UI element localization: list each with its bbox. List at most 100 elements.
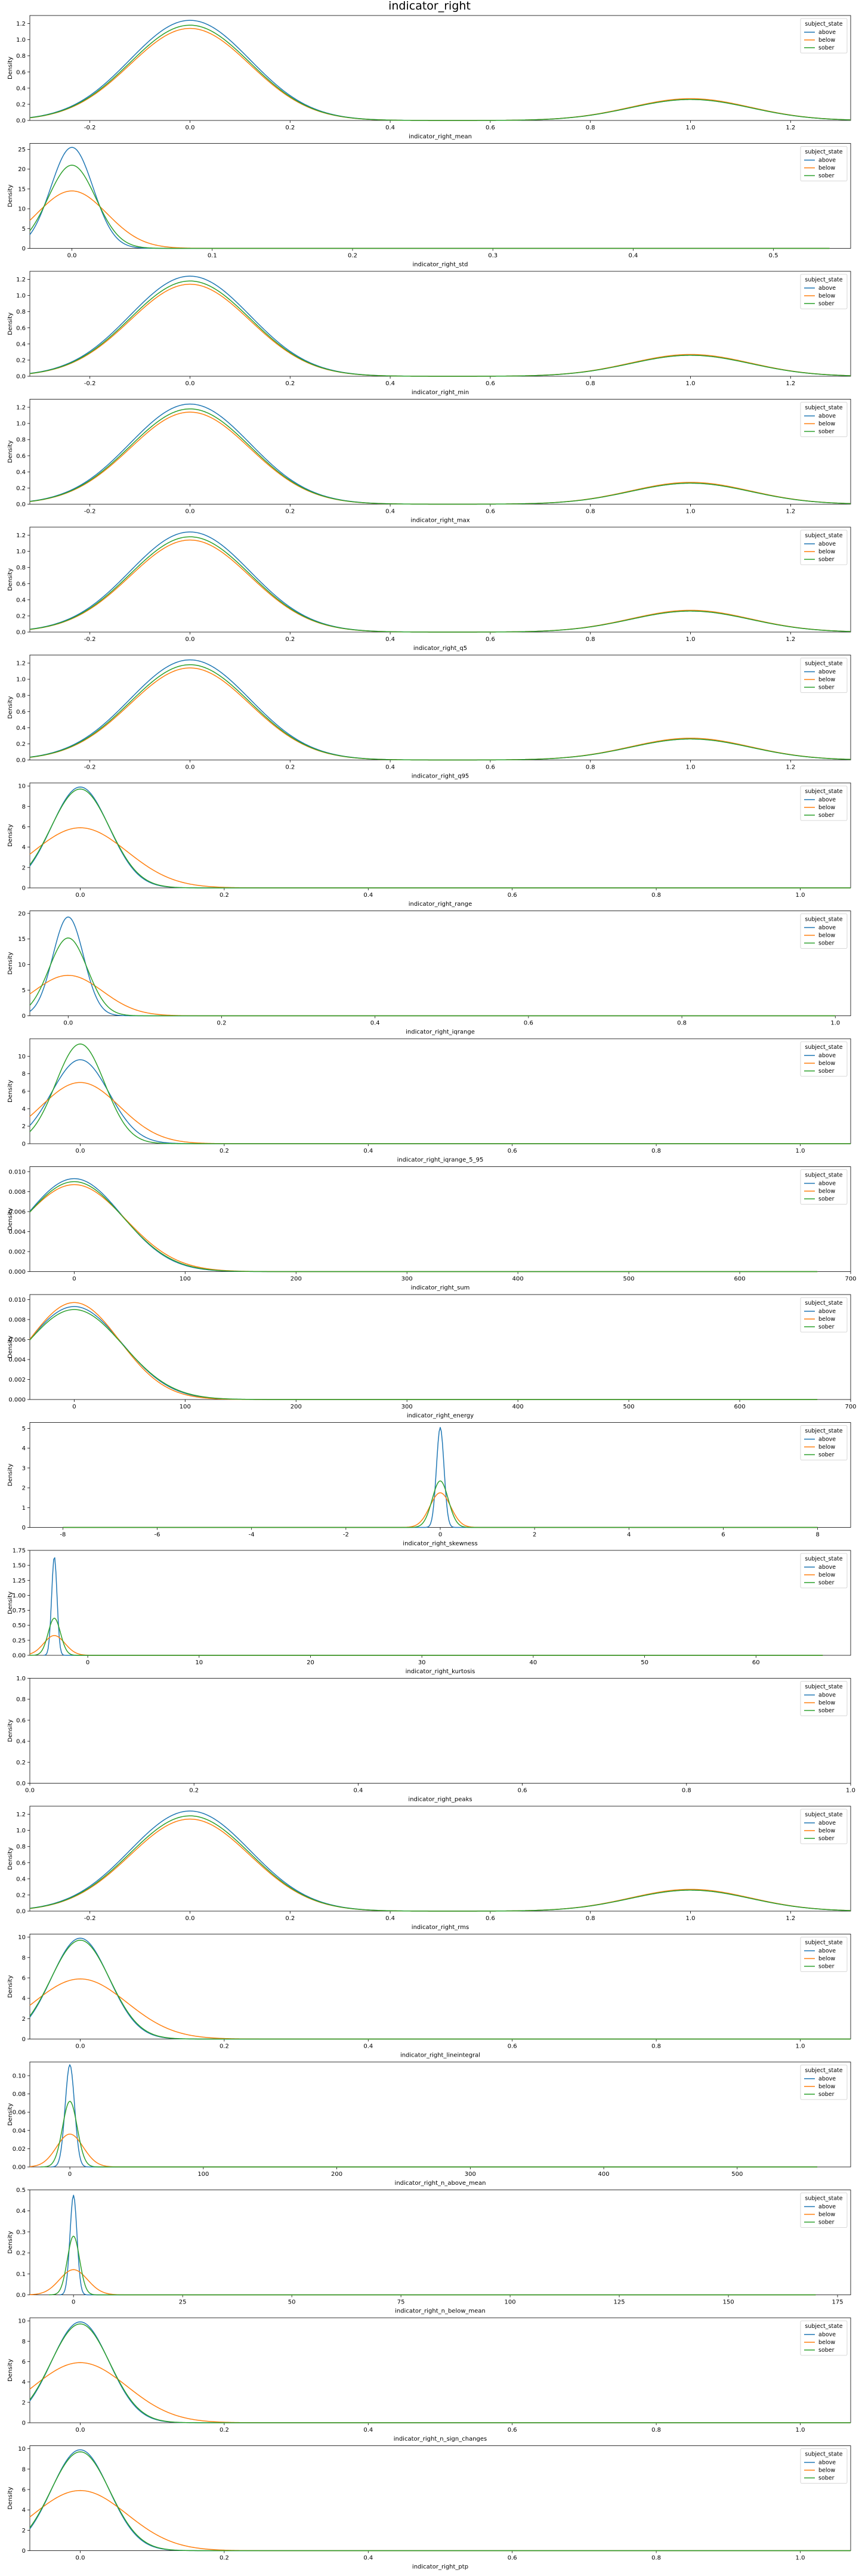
x-tick-label: 0.2: [285, 1915, 295, 1922]
x-tick-label: 0.2: [285, 764, 295, 771]
legend-entry-above: above: [818, 1692, 836, 1699]
legend-title: subject_state: [805, 1172, 842, 1179]
series-line-sober: [29, 2451, 851, 2552]
legend-entry-sober: sober: [818, 1835, 835, 1842]
y-tick-label: 1.0: [16, 1676, 26, 1682]
x-tick-label: 30: [418, 1659, 426, 1666]
y-axis-label: Density: [7, 2359, 14, 2382]
x-tick-label: 0.8: [586, 764, 595, 771]
series-line-sober: [29, 1815, 851, 1912]
x-tick-label: 0.2: [220, 892, 229, 899]
y-tick-label: 2: [22, 2399, 26, 2406]
subplot: -0.2 0.0 0.2 0.4 0.6 0.8 1.0 1.2 0.0 0.2 0.4 0.6 0.8…: [7, 399, 851, 524]
legend-box: [800, 1041, 848, 1077]
y-axis-label: Density: [7, 1592, 14, 1614]
subplot: 0.0 0.2 0.4 0.6 0.8 1.0 0 2 4 6 8 10 indicator_right…: [7, 1934, 851, 2059]
subplot: 0 100 200 300 400 500 600 700 0.000 0.002 0.004 0.0…: [7, 1166, 857, 1292]
x-axis-label: indicator_right_n_above_mean: [395, 2180, 486, 2187]
x-axis-label: indicator_right_max: [410, 518, 469, 524]
x-tick-label: 0.8: [586, 380, 595, 387]
x-tick-label: 1.0: [686, 125, 696, 131]
legend-entry-below: below: [818, 2212, 835, 2218]
legend-entry-above: above: [818, 285, 836, 292]
y-tick-label: 0.6: [16, 69, 26, 76]
x-axis-label: indicator_right_q5: [413, 645, 467, 652]
y-tick-label: 1.2: [16, 21, 26, 27]
y-tick-label: 4: [22, 2379, 26, 2386]
x-tick-label: 150: [723, 2299, 734, 2306]
y-tick-label: 1.0: [16, 549, 26, 555]
x-tick-label: 0.8: [682, 1788, 691, 1794]
series-line-sober: [29, 536, 851, 633]
y-tick-label: 2: [22, 2016, 26, 2023]
series-line-sober: [29, 937, 836, 1017]
series-line-sober: [29, 408, 851, 505]
legend-title: subject_state: [805, 1940, 842, 1946]
subplot: 0.0 0.2 0.4 0.6 0.8 1.0 0 2 4 6 8 10 indicator_right…: [7, 2317, 851, 2442]
x-tick-label: 0: [72, 1404, 76, 1410]
legend-entry-sober: sober: [818, 2475, 835, 2482]
x-tick-label: 600: [734, 1276, 746, 1283]
legend-entry-sober: sober: [818, 1964, 835, 1970]
y-tick-label: 6: [22, 2487, 26, 2493]
x-tick-label: 1.0: [686, 509, 696, 515]
x-tick-label: 40: [530, 1659, 537, 1666]
legend-title: subject_state: [805, 2196, 842, 2202]
legend-entry-sober: sober: [818, 173, 835, 179]
x-tick-label: 300: [401, 1404, 413, 1410]
y-tick-label: 4: [22, 1106, 26, 1113]
subplot: 0.0 0.1 0.2 0.3 0.4 0.5 0 5 10 15 20 25 indicator_ri…: [7, 143, 851, 268]
x-tick-label: 0.6: [486, 1915, 495, 1922]
subplot: -0.2 0.0 0.2 0.4 0.6 0.8 1.0 1.2 0.0 0.2 0.4 0.6 0.8…: [7, 15, 851, 140]
x-tick-label: 2: [533, 1532, 536, 1538]
x-tick-label: 0.8: [586, 1915, 595, 1922]
x-tick-label: 75: [397, 2299, 405, 2306]
x-tick-label: 100: [180, 1404, 191, 1410]
x-tick-label: 0.0: [76, 1148, 85, 1154]
y-axis-label: Density: [7, 824, 14, 847]
legend-entry-sober: sober: [818, 429, 835, 435]
x-tick-label: 1.0: [796, 2044, 805, 2050]
y-axis-label: Density: [7, 1208, 14, 1230]
y-tick-label: 10: [18, 2318, 26, 2325]
y-tick-label: 0.4: [16, 469, 26, 476]
legend-title: subject_state: [805, 2323, 842, 2330]
legend-entry-sober: sober: [818, 1324, 835, 1330]
x-tick-label: -0.2: [84, 509, 96, 515]
y-tick-label: 0.06: [13, 2110, 26, 2116]
y-tick-label: 0.8: [16, 565, 26, 571]
y-tick-label: 8: [22, 2466, 26, 2473]
series-line-sober: [29, 24, 851, 121]
x-tick-label: -0.2: [84, 636, 96, 643]
y-tick-label: 0.6: [16, 1717, 26, 1724]
x-tick-label: 400: [512, 1404, 524, 1410]
x-axis-label: indicator_right_n_below_mean: [395, 2308, 486, 2315]
y-tick-label: 0.2: [16, 101, 26, 108]
y-tick-label: 1.2: [16, 532, 26, 539]
y-tick-label: 10: [18, 1054, 26, 1060]
x-tick-label: 0.6: [518, 1788, 527, 1794]
y-tick-label: 0: [22, 1013, 26, 1020]
x-axis-label: indicator_right_ptp: [412, 2564, 468, 2571]
y-tick-label: 4: [22, 844, 26, 851]
x-axis-label: indicator_right_range: [409, 901, 472, 908]
y-axis-label: Density: [7, 952, 14, 974]
x-axis-label: indicator_right_kurtosis: [406, 1668, 475, 1675]
y-tick-label: 0.2: [16, 613, 26, 620]
y-axis-label: Density: [7, 2103, 14, 2126]
y-tick-label: 0.4: [16, 2208, 26, 2215]
legend-entry-above: above: [818, 1436, 836, 1443]
y-tick-label: 0.008: [8, 1317, 26, 1323]
y-tick-label: 2: [22, 1123, 26, 1130]
x-tick-label: 0.4: [385, 636, 395, 643]
y-tick-label: 0.4: [16, 1739, 26, 1745]
legend-box: [800, 1425, 848, 1460]
y-tick-label: 0: [22, 2036, 26, 2043]
x-tick-label: 0.4: [385, 380, 395, 387]
x-tick-label: 0.2: [285, 509, 295, 515]
x-tick-label: 0.0: [186, 380, 195, 387]
x-tick-label: -0.2: [84, 380, 96, 387]
